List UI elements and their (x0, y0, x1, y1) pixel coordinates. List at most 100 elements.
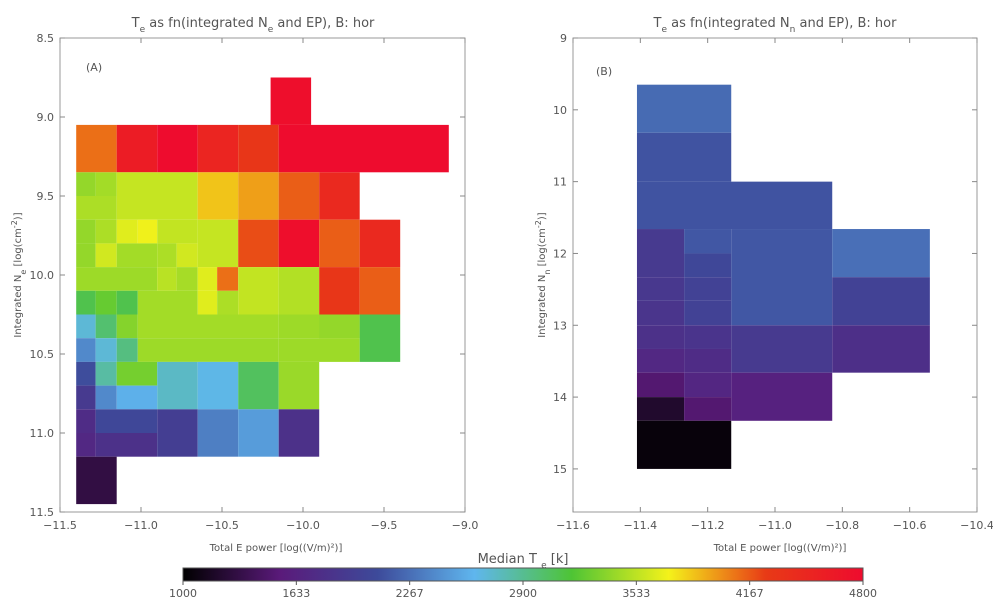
text-part: T (131, 16, 140, 31)
heatmap-cell-panel-a (96, 172, 117, 196)
heatmap-cell-panel-a (117, 338, 138, 362)
heatmap-cell-panel-a (76, 386, 95, 410)
text-part: Integrated N (537, 275, 548, 338)
heatmap-cell-panel-a (157, 362, 198, 409)
text-part: T (653, 16, 662, 31)
heatmap-cell-panel-a (279, 409, 320, 456)
heatmap-cell-panel-a (157, 125, 198, 172)
heatmap-cell-panel-a (198, 172, 239, 219)
heatmap-cell-panel-a (157, 409, 198, 456)
text-part: -2 (10, 220, 19, 228)
text-part: and EP), B: hor (273, 16, 375, 31)
x-tick-label: −10.0 (286, 519, 320, 532)
heatmap-cell-panel-a (76, 362, 95, 386)
heatmap-cell-panel-b (684, 397, 731, 421)
heatmap-cell-panel-a (76, 196, 117, 220)
x-tick-label: −10.8 (825, 519, 859, 532)
y-tick-label: 10.0 (30, 269, 55, 282)
heatmap-cell-panel-a (117, 220, 138, 244)
panel-b-label: (B) (596, 65, 612, 78)
heatmap-cell-panel-b (731, 373, 832, 421)
heatmap-cell-panel-b (731, 229, 832, 325)
heatmap-cell-panel-a (117, 243, 158, 267)
heatmap-cell-panel-a (319, 267, 360, 314)
x-tick-label: −10.6 (893, 519, 927, 532)
y-tick-label: 11.0 (30, 427, 55, 440)
heatmap-cell-panel-a (96, 433, 158, 457)
heatmap-cell-panel-a (96, 362, 117, 386)
heatmap-cell-panel-a (157, 267, 176, 291)
heatmap-cell-panel-a (238, 267, 279, 314)
colorbar-tick-label: 4800 (849, 587, 877, 600)
heatmap-cell-panel-a (319, 172, 360, 219)
heatmap-cell-panel-a (157, 220, 198, 244)
heatmap-cell-panel-a (177, 243, 198, 267)
colorbar-tick-label: 2900 (509, 587, 537, 600)
heatmap-cell-panel-b (731, 325, 832, 372)
panel-b-title: Te as fn(integrated Nn and EP), B: hor (653, 16, 898, 35)
heatmap-cell-panel-a (238, 220, 279, 267)
y-tick-label: 9.0 (37, 111, 55, 124)
heatmap-cell-panel-a (138, 315, 279, 339)
colorbar-tick-label: 4167 (736, 587, 764, 600)
colorbar-tick-label: 2267 (396, 587, 424, 600)
heatmap-cell-panel-a (238, 125, 279, 172)
colorbar-tick-label: 1000 (169, 587, 197, 600)
panel-a-cells (76, 78, 449, 505)
heatmap-cell-panel-a (198, 291, 217, 315)
heatmap-cell-panel-b (684, 349, 731, 373)
heatmap-cell-panel-b (684, 301, 731, 325)
heatmap-cell-panel-b (832, 325, 930, 372)
y-tick-label: 12 (553, 247, 567, 260)
y-tick-label: 10 (553, 104, 567, 117)
heatmap-cell-panel-a (360, 220, 401, 267)
x-tick-label: −11.2 (691, 519, 725, 532)
y-tick-label: 8.5 (37, 32, 55, 45)
heatmap-cell-panel-a (271, 78, 312, 125)
heatmap-cell-panel-b (637, 373, 684, 397)
y-tick-label: 10.5 (30, 348, 55, 361)
text-part: Integrated N (13, 275, 24, 338)
panel-b-cells (637, 85, 930, 469)
heatmap-cell-panel-a (217, 291, 238, 315)
heatmap-cell-panel-a (117, 362, 158, 386)
heatmap-cell-panel-a (217, 267, 238, 291)
heatmap-cell-panel-a (76, 267, 157, 291)
panel-b: Te as fn(integrated Nn and EP), B: hor (… (534, 16, 993, 554)
heatmap-cell-panel-b (684, 253, 731, 277)
heatmap-cell-panel-a (279, 362, 320, 409)
heatmap-cell-panel-a (238, 172, 279, 219)
heatmap-cell-panel-a (76, 220, 95, 244)
heatmap-cell-panel-a (238, 409, 279, 456)
heatmap-cell-panel-a (319, 220, 360, 267)
x-tick-label: −11.0 (758, 519, 792, 532)
heatmap-cell-panel-b (637, 301, 684, 325)
heatmap-cell-panel-a (117, 125, 158, 172)
y-tick-label: 9 (560, 32, 567, 45)
heatmap-cell-panel-b (684, 325, 731, 349)
heatmap-cell-panel-a (279, 125, 449, 172)
heatmap-cell-panel-a (279, 267, 320, 314)
heatmap-cell-panel-a (76, 338, 95, 362)
panel-b-xlabel: Total E power [log((V/m)²)] (713, 543, 847, 554)
heatmap-cell-panel-a (117, 172, 198, 219)
heatmap-cell-panel-a (198, 362, 239, 409)
y-tick-label: 15 (553, 463, 567, 476)
x-tick-label: −11.0 (124, 519, 158, 532)
heatmap-cell-panel-a (96, 315, 117, 339)
heatmap-cell-panel-a (238, 362, 279, 409)
heatmap-cell-panel-a (319, 315, 360, 339)
heatmap-cell-panel-a (96, 338, 117, 362)
heatmap-cell-panel-a (360, 315, 401, 362)
heatmap-cell-panel-a (279, 220, 320, 267)
x-tick-label: −11.6 (556, 519, 590, 532)
heatmap-cell-panel-b (637, 229, 684, 277)
heatmap-cell-panel-a (117, 386, 158, 410)
heatmap-cell-panel-a (198, 267, 217, 291)
x-tick-label: −11.4 (623, 519, 657, 532)
heatmap-cell-panel-b (684, 277, 731, 301)
heatmap-cell-panel-a (117, 315, 138, 339)
heatmap-cell-panel-a (157, 243, 176, 267)
